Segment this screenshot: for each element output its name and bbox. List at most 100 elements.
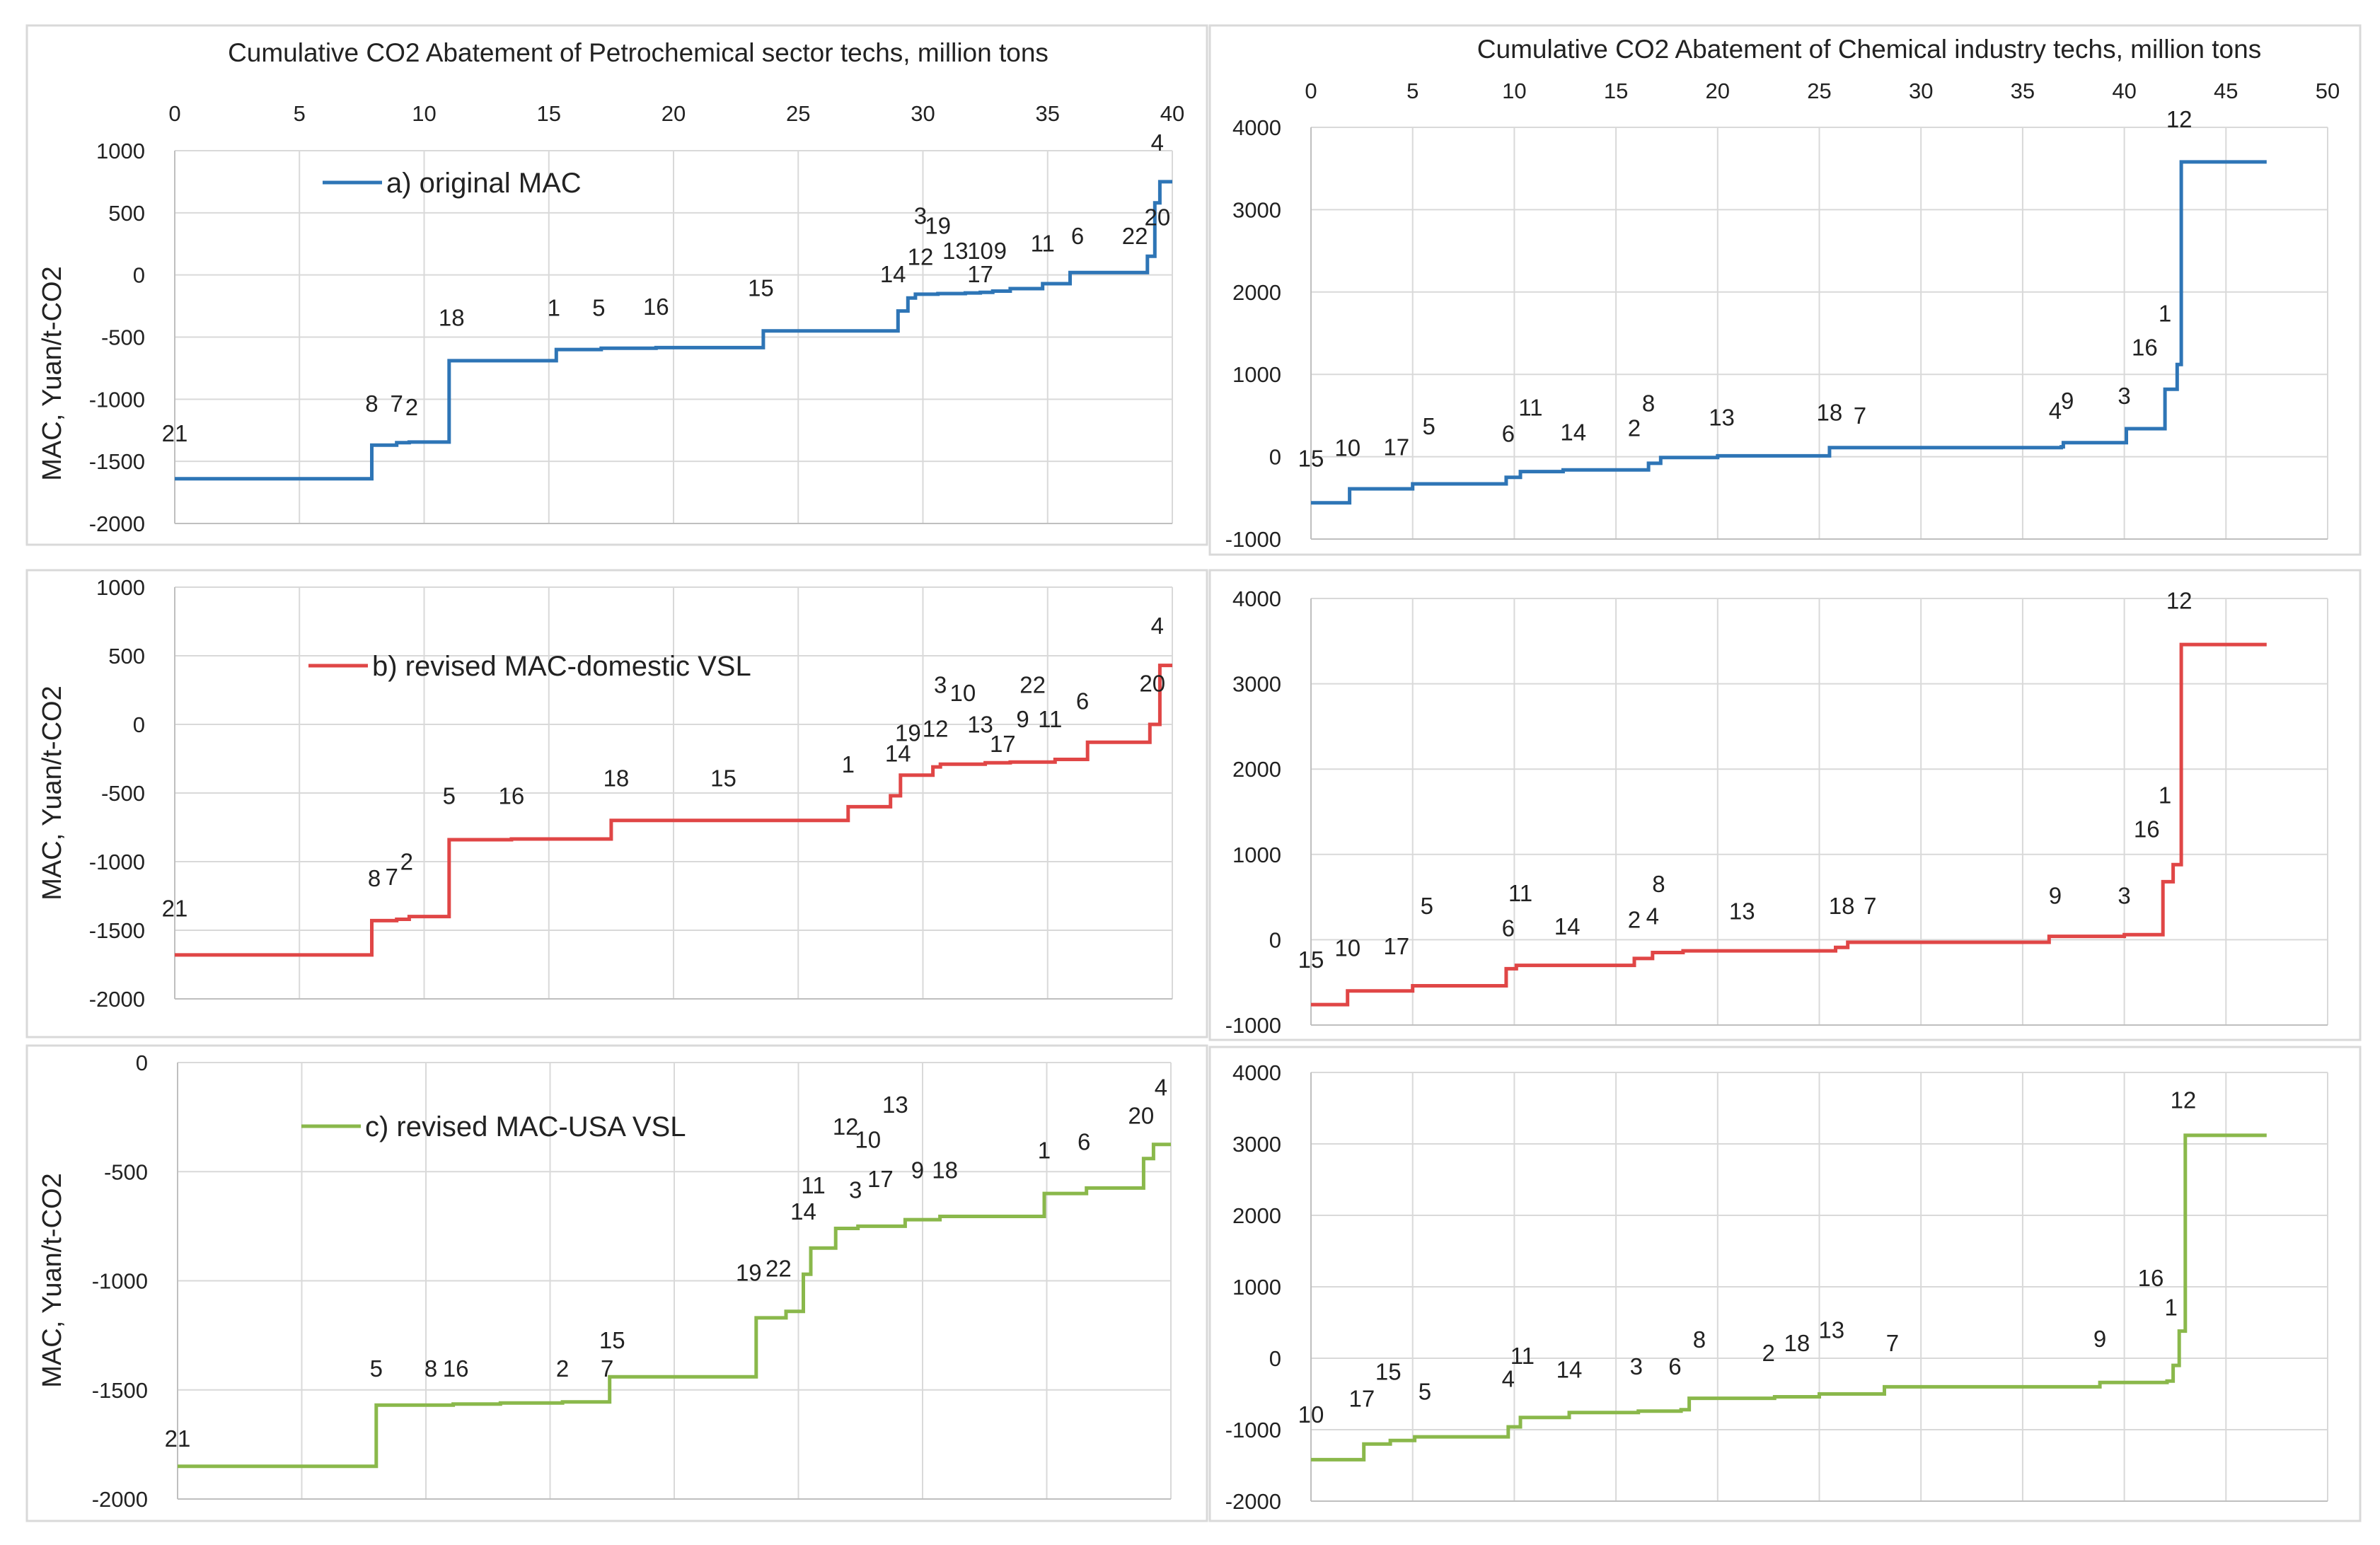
- tech-label: 9: [911, 1157, 924, 1184]
- y-tick-label: -1500: [89, 918, 145, 943]
- tech-label: 11: [1031, 230, 1055, 256]
- tech-label: 9: [994, 238, 1007, 264]
- tech-label: 15: [1298, 446, 1324, 472]
- mac-step-line: [1311, 160, 2267, 505]
- x-tick-label: 20: [662, 101, 686, 126]
- y-tick-label: -1000: [89, 850, 145, 874]
- y-tick-label: 0: [1269, 927, 1281, 952]
- tech-label: 22: [766, 1255, 792, 1281]
- tech-label: 11: [1508, 880, 1532, 906]
- tech-label: 5: [592, 295, 605, 321]
- y-tick-label: -1000: [1225, 1418, 1281, 1442]
- y-tick-label: -2000: [89, 511, 145, 536]
- y-tick-label: 1000: [1232, 1275, 1281, 1300]
- tech-label: 10: [1334, 434, 1361, 461]
- panel-frame-6: [1208, 1046, 2362, 1522]
- x-tick-label: 35: [2011, 79, 2035, 103]
- tech-label: 1: [2159, 782, 2171, 808]
- tech-label: 3: [2118, 383, 2130, 409]
- tech-label: 3: [914, 203, 927, 229]
- x-tick-label: 10: [1502, 79, 1526, 103]
- mac-step-line: [175, 180, 1172, 481]
- tech-label: 16: [2134, 816, 2160, 843]
- tech-label: 19: [925, 213, 951, 239]
- tech-label: 5: [1419, 1379, 1431, 1405]
- y-tick-label: 4000: [1232, 586, 1281, 611]
- x-tick-label: 0: [168, 101, 180, 126]
- tech-label: 4: [1151, 129, 1164, 156]
- tech-label: 13: [1729, 898, 1755, 924]
- panel-frame-4: [1208, 24, 2362, 556]
- tech-label: 9: [1016, 706, 1029, 732]
- y-tick-label: 0: [1269, 1346, 1281, 1371]
- panel-frame-5: [1208, 569, 2362, 1041]
- tech-label: 11: [1038, 706, 1062, 732]
- tech-label: 17: [990, 731, 1016, 757]
- tech-label: 12: [2171, 1087, 2197, 1113]
- tech-label: 6: [1071, 223, 1084, 249]
- tech-label: 13: [882, 1092, 908, 1118]
- tech-label: 22: [1122, 223, 1148, 249]
- y-tick-label: -1000: [92, 1269, 148, 1294]
- tech-label: 4: [1502, 1365, 1515, 1391]
- panel-frame-2: [25, 569, 1208, 1038]
- y-tick-label: 0: [136, 1051, 148, 1075]
- tech-label: 18: [1817, 399, 1843, 425]
- y-tick-label: 0: [133, 712, 145, 737]
- tech-label: 8: [1642, 390, 1655, 417]
- tech-label: 1: [548, 295, 560, 321]
- tech-label: 12: [908, 244, 934, 270]
- tech-label: 15: [710, 765, 736, 791]
- y-tick-label: -1000: [1225, 1013, 1281, 1038]
- y-tick-label: 0: [1269, 445, 1281, 470]
- tech-label: 7: [601, 1355, 613, 1382]
- tech-label: 5: [1421, 893, 1433, 919]
- tech-label: 2: [1628, 415, 1641, 441]
- tech-label: 3: [849, 1176, 862, 1203]
- tech-label: 7: [391, 390, 403, 417]
- panel-frame-1: [25, 24, 1208, 546]
- tech-label: 17: [967, 261, 993, 287]
- tech-label: 2: [1628, 907, 1641, 933]
- tech-label: 16: [499, 783, 525, 809]
- tech-label: 18: [932, 1157, 958, 1184]
- tech-label: 6: [1078, 1128, 1090, 1155]
- y-tick-label: 500: [108, 644, 145, 669]
- y-tick-label: 4000: [1232, 1060, 1281, 1085]
- y-tick-label: 1000: [1232, 362, 1281, 387]
- tech-label: 17: [1383, 933, 1409, 959]
- y-tick-label: 500: [108, 201, 145, 226]
- tech-label: 4: [1151, 613, 1164, 639]
- tech-label: 4: [2049, 398, 2062, 424]
- x-tick-label: 25: [786, 101, 810, 126]
- tech-label: 8: [1693, 1326, 1706, 1353]
- y-tick-label: -1000: [1225, 527, 1281, 552]
- mac-step-line: [1311, 1133, 2267, 1462]
- tech-label: 14: [1554, 913, 1581, 939]
- tech-label: 11: [801, 1172, 825, 1198]
- y-axis-title: MAC, Yuan/t-CO2: [37, 685, 67, 900]
- tech-label: 1: [1038, 1138, 1051, 1164]
- tech-label: 2: [400, 849, 413, 875]
- tech-label: 13: [967, 712, 993, 738]
- tech-label: 16: [2138, 1265, 2164, 1291]
- y-tick-label: 4000: [1232, 115, 1281, 140]
- y-tick-label: -2000: [89, 987, 145, 1012]
- panel-frame-3: [25, 1044, 1208, 1522]
- tech-label: 18: [1829, 893, 1855, 919]
- y-axis-title: MAC, Yuan/t-CO2: [37, 1173, 67, 1387]
- tech-label: 3: [2118, 883, 2130, 909]
- left-chart-title: Cumulative CO2 Abatement of Petrochemica…: [228, 38, 1049, 67]
- x-tick-label: 0: [1305, 79, 1317, 103]
- x-tick-label: 40: [2112, 79, 2136, 103]
- tech-label: 2: [1762, 1340, 1774, 1366]
- tech-label: 22: [1019, 671, 1046, 698]
- tech-label: 18: [1784, 1330, 1810, 1356]
- tech-label: 3: [934, 671, 947, 698]
- y-tick-label: 0: [133, 263, 145, 288]
